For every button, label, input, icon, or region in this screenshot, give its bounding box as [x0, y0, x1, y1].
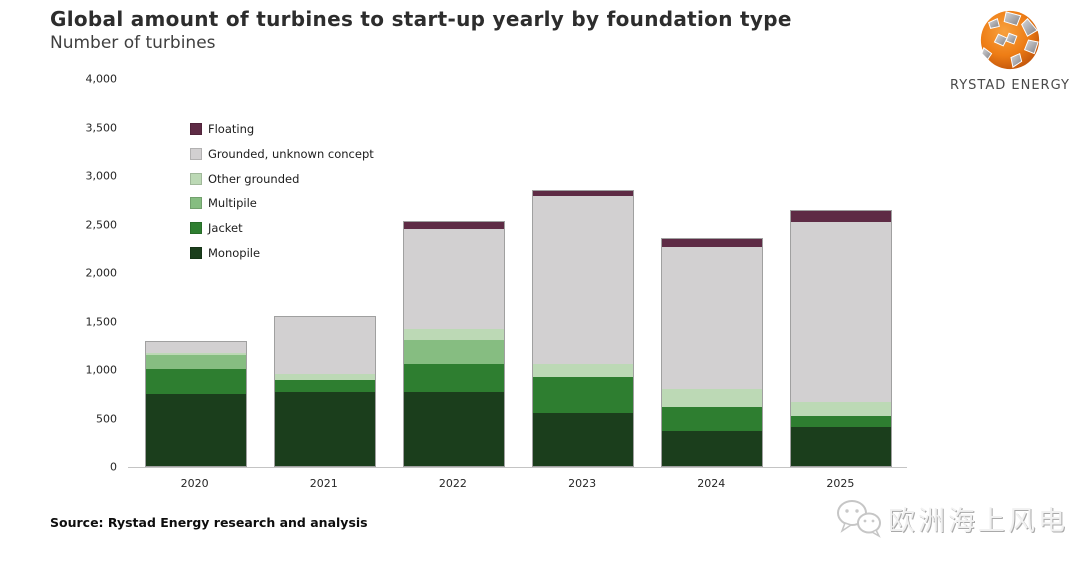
bar-segment-2023-floating [533, 190, 634, 197]
x-tick-label-2025: 2025 [826, 477, 855, 490]
bar-segment-2020-monopile [145, 394, 246, 466]
legend-label-jacket: Jacket [208, 221, 243, 236]
bar-segment-2024-grounded-unknown [662, 247, 763, 389]
x-tick-label-2020: 2020 [180, 477, 209, 490]
watermark-text: 欧洲海上风电 [888, 505, 1068, 537]
y-tick-label-1500: 1,500 [85, 315, 118, 328]
bar-segment-2022-other-grounded [403, 328, 504, 341]
bar-segment-2020-other-grounded [145, 352, 246, 356]
bar-segment-2020-grounded-unknown [145, 341, 246, 353]
bar-segment-2025-monopile [791, 427, 892, 466]
bar-2024 [661, 238, 764, 467]
rystad-globe-icon [980, 10, 1040, 70]
legend-swatch-grounded-unknown [190, 148, 202, 161]
bar-2020 [144, 340, 247, 467]
y-tick-label-0: 0 [110, 460, 117, 474]
legend-swatch-monopile [190, 246, 202, 259]
y-tick-label-2500: 2,500 [85, 218, 118, 231]
legend-label-floating: Floating [208, 122, 255, 137]
bar-segment-2023-jacket [533, 376, 634, 413]
bar-segment-2024-floating [662, 239, 763, 248]
x-tick-label-2024: 2024 [697, 477, 726, 490]
legend-item-floating: Floating [190, 117, 374, 142]
bar-segment-2020-jacket [145, 369, 246, 395]
y-tick-label-3000: 3,000 [85, 169, 118, 183]
legend-swatch-other-grounded [190, 172, 202, 185]
rystad-logo: RYSTAD ENERGY [948, 8, 1072, 93]
bar-segment-2025-other-grounded [791, 402, 892, 416]
y-tick-label-2000: 2,000 [85, 266, 118, 280]
legend-swatch-jacket [190, 222, 202, 235]
legend-item-other-grounded: Other grounded [190, 166, 374, 191]
bar-segment-2023-grounded-unknown [533, 196, 634, 365]
bar-segment-2022-jacket [403, 364, 504, 393]
bar-2021 [273, 315, 376, 467]
y-tick-label-4000: 4,000 [85, 72, 118, 86]
bar-segment-2021-grounded-unknown [274, 316, 375, 374]
bar-segment-2022-multipile [403, 340, 504, 365]
x-tick-label-2022: 2022 [438, 477, 467, 490]
legend-item-jacket: Jacket [190, 216, 374, 241]
bar-segment-2021-monopile [274, 392, 375, 466]
bar-segment-2023-monopile [533, 412, 634, 466]
bar-2022 [402, 220, 505, 467]
watermark: 欧洲海上风电 [836, 498, 1068, 538]
y-tick-label-500: 500 [96, 412, 117, 425]
bar-segment-2024-monopile [662, 430, 763, 466]
y-tick-label-1000: 1,000 [85, 363, 118, 377]
bar-segment-2024-jacket [662, 407, 763, 431]
legend-label-multipile: Multipile [208, 196, 257, 211]
bar-segment-2025-grounded-unknown [791, 221, 892, 403]
bar-segment-2022-monopile [403, 392, 504, 466]
legend: Floating Grounded, unknown concept Other g… [190, 117, 374, 265]
bar-2025 [790, 209, 893, 467]
legend-item-grounded-unknown: Grounded, unknown concept [190, 142, 374, 167]
bar-2023 [532, 189, 635, 467]
bar-segment-2025-floating [791, 210, 892, 222]
bar-segment-2023-other-grounded [533, 364, 634, 377]
chart-y-axis-title: Number of turbines [50, 33, 216, 53]
y-tick-label-3500: 3,500 [85, 121, 118, 134]
x-tick-label-2021: 2021 [309, 477, 338, 490]
legend-item-monopile: Monopile [190, 240, 374, 265]
bar-segment-2025-jacket [791, 415, 892, 428]
legend-item-multipile: Multipile [190, 191, 374, 216]
legend-label-monopile: Monopile [208, 245, 261, 260]
bar-segment-2021-jacket [274, 379, 375, 393]
legend-label-other-grounded: Other grounded [208, 171, 300, 186]
bar-segment-2020-multipile [145, 355, 246, 370]
x-tick-label-2023: 2023 [568, 477, 597, 490]
bar-segment-2024-other-grounded [662, 388, 763, 408]
bar-segment-2021-other-grounded [274, 373, 375, 380]
page-title: Global amount of turbines to start-up ye… [50, 7, 792, 31]
legend-label-grounded-unknown: Grounded, unknown concept [208, 147, 374, 162]
source-note: Source: Rystad Energy research and analy… [50, 515, 368, 530]
x-axis-line [128, 467, 907, 468]
bar-segment-2022-grounded-unknown [403, 228, 504, 329]
legend-swatch-floating [190, 123, 202, 136]
bar-segment-2022-floating [403, 221, 504, 229]
rystad-logo-text: RYSTAD ENERGY [950, 78, 1070, 93]
wechat-icon [837, 500, 881, 538]
legend-swatch-multipile [190, 197, 202, 210]
